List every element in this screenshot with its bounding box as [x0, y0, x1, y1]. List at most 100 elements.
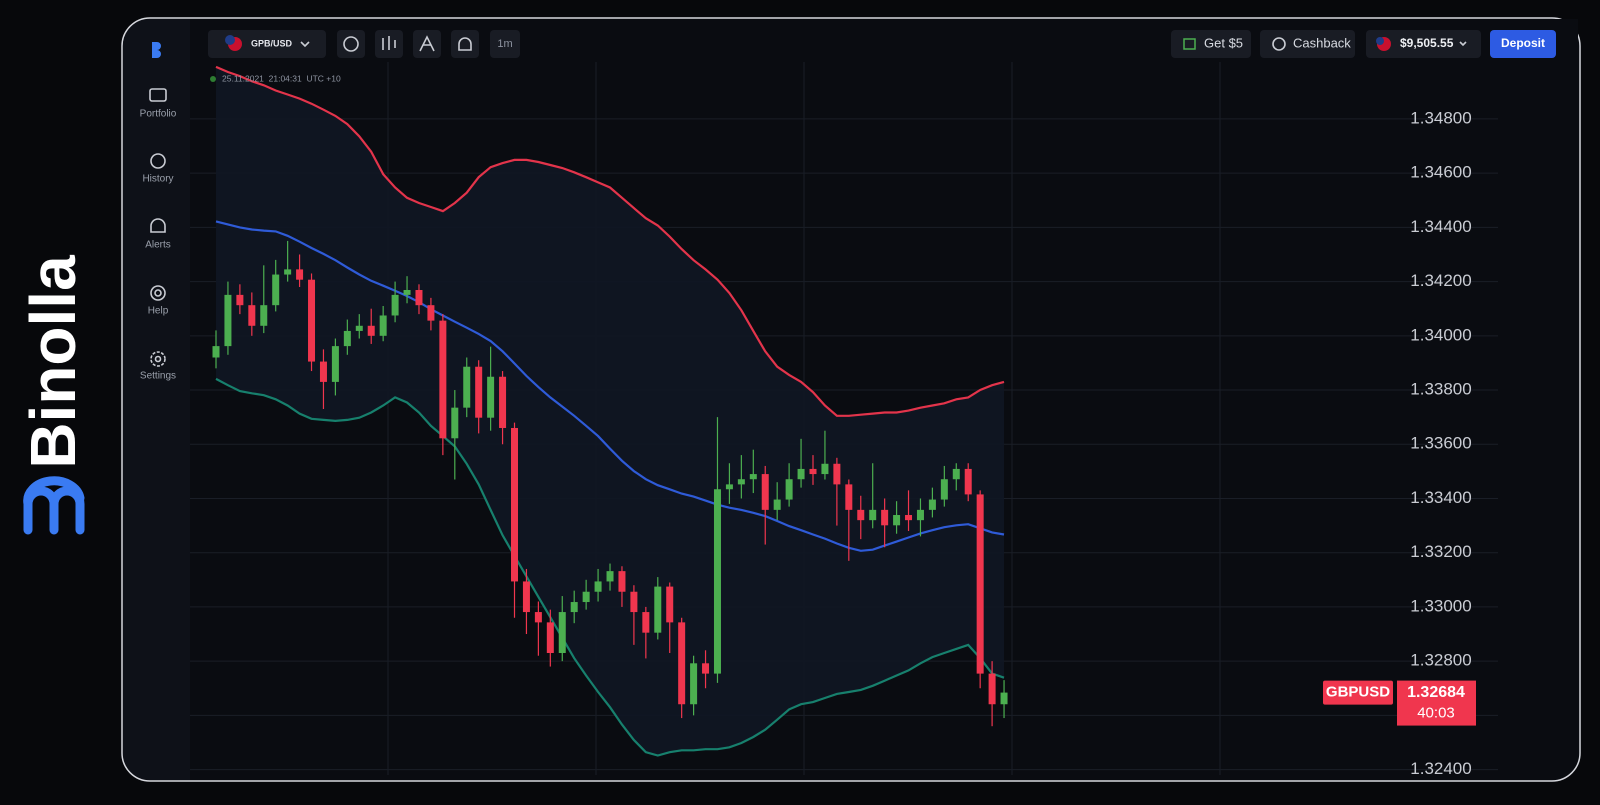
- price-badge: [1397, 680, 1476, 726]
- candle-body: [893, 515, 901, 526]
- countdown: 40:03: [1417, 705, 1455, 722]
- y-tick-label: 1.33800: [1410, 380, 1471, 399]
- cashback-button[interactable]: Cashback: [1260, 30, 1355, 58]
- y-tick-label: 1.34200: [1410, 271, 1471, 290]
- candle-body: [594, 581, 602, 592]
- candle-body: [702, 663, 710, 674]
- icon: [419, 35, 435, 52]
- nav-label: Alerts: [145, 240, 171, 251]
- y-tick-label: 1.33000: [1410, 596, 1471, 615]
- candle-body: [749, 474, 757, 480]
- button: [1490, 30, 1556, 58]
- chart: 1.324001.326001.328001.330001.332001.334…: [190, 65, 1498, 778]
- candle-body: [713, 489, 721, 674]
- flag: [225, 35, 235, 45]
- bonus-label: Get $5: [1204, 35, 1243, 50]
- indicators-button[interactable]: [413, 30, 441, 58]
- sidebar-portfolio[interactable]: Portfolio: [140, 88, 177, 120]
- sidebar-help[interactable]: Help: [148, 285, 169, 317]
- button: [1171, 30, 1251, 58]
- candle-body: [367, 325, 375, 336]
- candle-body: [761, 474, 769, 510]
- balance-selector[interactable]: $9,505.55: [1366, 30, 1481, 58]
- y-tick-label: 1.33200: [1410, 542, 1471, 561]
- button: [208, 30, 326, 58]
- brand-name: Binolla: [17, 255, 89, 469]
- candle-body: [857, 509, 865, 521]
- icon: [1272, 37, 1286, 51]
- y-tick-label: 1.34000: [1410, 325, 1471, 344]
- icon: [150, 153, 166, 169]
- candle-body: [391, 294, 399, 316]
- candle-body: [916, 509, 924, 521]
- candle-body: [331, 346, 339, 382]
- candle-body: [403, 289, 411, 295]
- nav-label: Settings: [140, 371, 176, 382]
- button: [1260, 30, 1355, 58]
- band-line: [215, 377, 1005, 757]
- candle-body: [952, 468, 960, 480]
- candle-body: [1000, 692, 1008, 705]
- info-button[interactable]: [337, 30, 365, 58]
- candle-body: [475, 366, 483, 418]
- sidebar-history[interactable]: History: [142, 153, 174, 185]
- deposit-label: Deposit: [1501, 36, 1545, 50]
- icon: [1183, 38, 1196, 50]
- candle-body: [487, 376, 495, 418]
- deposit-button[interactable]: Deposit: [1490, 30, 1556, 58]
- sidebar-alerts[interactable]: Alerts: [145, 218, 171, 251]
- candle-body: [630, 591, 638, 613]
- icon: [150, 285, 166, 301]
- icon: [382, 36, 396, 50]
- candle-body: [224, 294, 232, 347]
- band-fill: [216, 66, 1004, 756]
- flag: [1376, 37, 1384, 45]
- candle-body: [582, 591, 590, 603]
- nav-label: Help: [148, 306, 169, 317]
- toolbar: 1m: [337, 30, 520, 58]
- timeframe-button[interactable]: [490, 30, 520, 58]
- band-line: [215, 220, 1005, 552]
- cashback-label: Cashback: [1293, 35, 1351, 50]
- sidebar: [123, 19, 190, 780]
- y-tick-label: 1.33600: [1410, 434, 1471, 453]
- balance-label: $9,505.55: [1400, 36, 1454, 50]
- button: [1366, 30, 1481, 58]
- candle-body: [379, 315, 387, 336]
- candle-body: [511, 427, 518, 582]
- candle-body: [606, 571, 614, 582]
- pair-label: GPB/USD: [251, 38, 293, 48]
- icon: [154, 355, 162, 363]
- chevron: [300, 41, 310, 48]
- sidebar-settings[interactable]: Settings: [140, 351, 176, 382]
- candle-body: [284, 269, 292, 275]
- candle-body: [976, 494, 984, 674]
- y-tick-label: 1.32800: [1410, 651, 1471, 670]
- nav-label: Portfolio: [140, 109, 177, 120]
- pair-selector[interactable]: GPB/USD: [208, 30, 326, 58]
- candle-body: [905, 515, 913, 521]
- candle-body: [212, 346, 220, 358]
- candle-body: [427, 305, 435, 321]
- candle-body: [654, 586, 662, 633]
- alerts-button[interactable]: [451, 30, 479, 58]
- app-logo[interactable]: [152, 42, 161, 58]
- candle-body: [737, 479, 745, 485]
- candle-body: [272, 274, 280, 306]
- candle-body: [690, 663, 698, 705]
- candle-body: [260, 305, 268, 326]
- candle-body: [451, 407, 459, 439]
- candle-body: [725, 484, 733, 490]
- icon: [149, 88, 167, 102]
- candle-body: [642, 612, 650, 633]
- last-price: 1.32684: [1407, 684, 1465, 701]
- candle-body: [988, 673, 996, 705]
- candle-body: [618, 571, 626, 592]
- timeframe-label: 1m: [497, 38, 512, 50]
- band-line: [215, 65, 1005, 417]
- candle-body: [845, 484, 853, 510]
- candle-body: [296, 269, 304, 280]
- y-tick-label: 1.34800: [1410, 108, 1471, 127]
- icon: [150, 218, 166, 233]
- bonus-button[interactable]: Get $5: [1171, 30, 1251, 58]
